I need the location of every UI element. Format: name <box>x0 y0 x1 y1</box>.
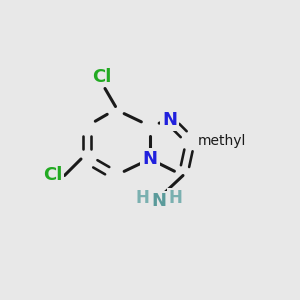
Text: H: H <box>169 189 182 207</box>
Text: Cl: Cl <box>43 167 62 184</box>
Text: H: H <box>136 189 149 207</box>
Text: methyl: methyl <box>198 134 246 148</box>
Text: N: N <box>142 150 158 168</box>
Text: N: N <box>162 111 177 129</box>
Text: N: N <box>152 192 166 210</box>
Text: Cl: Cl <box>92 68 112 85</box>
